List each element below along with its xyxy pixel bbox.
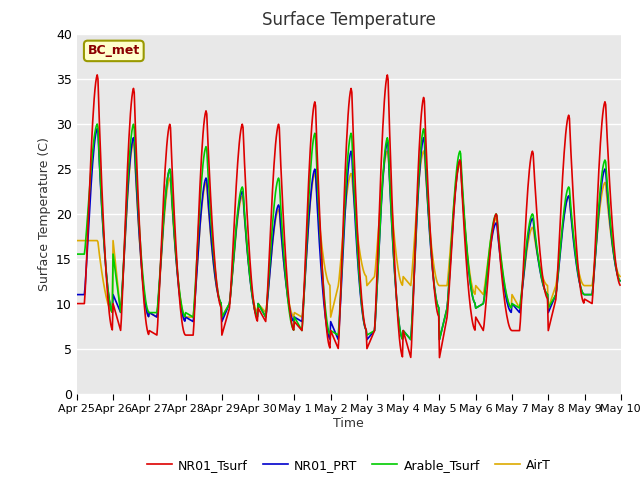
AirT: [195, 235, 203, 240]
AirT: [182, 314, 189, 320]
Arable_Tsurf: [436, 336, 444, 342]
AirT: [73, 238, 81, 243]
Line: Arable_Tsurf: Arable_Tsurf: [77, 124, 620, 339]
NR01_Tsurf: [431, 293, 439, 299]
AirT: [140, 284, 147, 290]
NR01_Tsurf: [93, 72, 101, 78]
Arable_Tsurf: [223, 305, 231, 311]
NR01_Tsurf: [195, 216, 202, 222]
NR01_PRT: [140, 284, 147, 289]
AirT: [83, 238, 90, 243]
NR01_PRT: [83, 259, 90, 265]
NR01_Tsurf: [223, 313, 231, 319]
AirT: [616, 274, 624, 279]
Arable_Tsurf: [616, 278, 624, 284]
NR01_Tsurf: [616, 282, 624, 288]
NR01_PRT: [616, 278, 624, 284]
NR01_PRT: [432, 294, 440, 300]
NR01_Tsurf: [83, 256, 90, 262]
NR01_PRT: [223, 306, 231, 312]
NR01_Tsurf: [73, 300, 81, 306]
AirT: [224, 303, 232, 309]
AirT: [432, 274, 440, 279]
X-axis label: Time: Time: [333, 417, 364, 430]
NR01_PRT: [93, 126, 101, 132]
Text: BC_met: BC_met: [88, 44, 140, 58]
Arable_Tsurf: [140, 277, 147, 283]
Line: NR01_PRT: NR01_PRT: [77, 129, 620, 339]
NR01_Tsurf: [140, 290, 147, 296]
Arable_Tsurf: [415, 169, 423, 175]
NR01_PRT: [195, 245, 202, 251]
NR01_Tsurf: [436, 355, 444, 360]
Arable_Tsurf: [431, 288, 439, 293]
Line: AirT: AirT: [77, 142, 620, 317]
Line: NR01_Tsurf: NR01_Tsurf: [77, 75, 620, 358]
Arable_Tsurf: [93, 121, 101, 127]
NR01_PRT: [363, 336, 371, 342]
AirT: [416, 168, 424, 174]
Arable_Tsurf: [83, 226, 90, 232]
Legend: NR01_Tsurf, NR01_PRT, Arable_Tsurf, AirT: NR01_Tsurf, NR01_PRT, Arable_Tsurf, AirT: [141, 454, 556, 477]
Arable_Tsurf: [73, 251, 81, 257]
Title: Surface Temperature: Surface Temperature: [262, 11, 436, 29]
Arable_Tsurf: [195, 226, 202, 232]
NR01_PRT: [73, 292, 81, 298]
Y-axis label: Surface Temperature (C): Surface Temperature (C): [38, 137, 51, 290]
NR01_Tsurf: [415, 148, 423, 154]
NR01_PRT: [416, 166, 424, 171]
AirT: [130, 139, 138, 145]
